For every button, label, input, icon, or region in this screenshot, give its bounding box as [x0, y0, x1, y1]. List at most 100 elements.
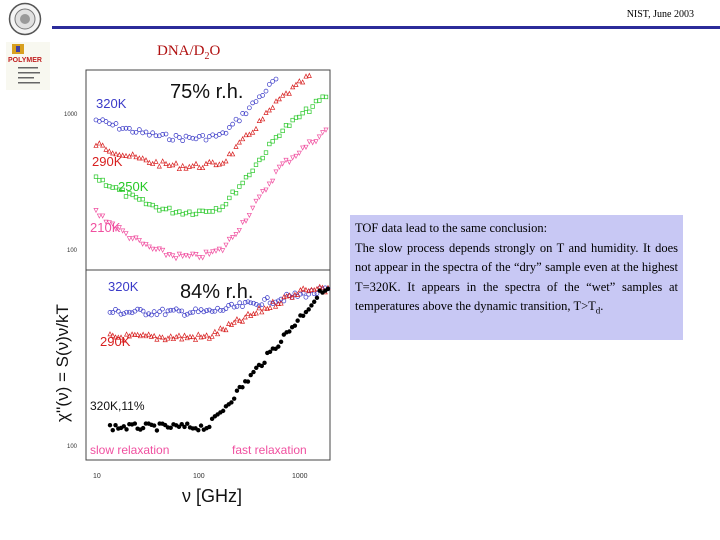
- point-320k-top: [150, 130, 156, 136]
- point-290k-top: [303, 73, 309, 79]
- point-320k-top: [273, 76, 279, 82]
- header-divider: [52, 26, 720, 29]
- point-290k-top: [166, 162, 172, 168]
- point-320k-top: [153, 133, 159, 139]
- point-320k-bottom: [292, 290, 298, 296]
- point-210k-top: [236, 227, 242, 234]
- point-290k-bottom: [242, 314, 248, 320]
- point-250k-top: [263, 150, 269, 155]
- point-290k-top: [236, 139, 242, 145]
- point-290k-top: [293, 81, 299, 87]
- point-250k-top: [310, 104, 315, 109]
- polymer-logo: POLYMER: [6, 42, 50, 90]
- point-250k-top: [187, 209, 192, 214]
- point-290k-top: [230, 151, 236, 157]
- point-250k-top: [210, 209, 215, 214]
- point-290k-bottom: [212, 328, 218, 334]
- point-290k-bottom: [190, 333, 196, 340]
- point-290k-bottom: [129, 331, 135, 337]
- point-290k-bottom: [267, 304, 273, 310]
- point-320k-bottom: [107, 310, 113, 315]
- point-290k-bottom: [157, 333, 163, 340]
- point-290k-top: [260, 116, 266, 122]
- point-290k-bottom: [319, 284, 326, 290]
- point-320k-top: [136, 127, 142, 132]
- point-290k-bottom: [256, 305, 262, 311]
- point-290k-bottom: [292, 291, 298, 297]
- point-320k-bottom: [245, 299, 251, 305]
- point-320k-top: [130, 129, 136, 135]
- point-290k-top: [160, 158, 166, 164]
- point-290k-top: [100, 142, 106, 148]
- point-290k-bottom: [253, 310, 259, 316]
- point-210k-top: [183, 252, 189, 259]
- point-290k-bottom: [148, 333, 154, 339]
- point-320k-11pct: [300, 313, 306, 318]
- point-290k-top: [183, 165, 189, 171]
- point-250k-top: [280, 128, 285, 134]
- conclusion-box: TOF data lead to the same conclusion: Th…: [350, 215, 683, 340]
- point-210k-top: [120, 228, 126, 234]
- point-320k-bottom: [204, 308, 209, 314]
- point-210k-top: [113, 226, 119, 232]
- point-210k-top: [143, 242, 149, 248]
- point-210k-top: [320, 130, 326, 136]
- point-290k-top: [213, 161, 219, 168]
- point-210k-top: [240, 219, 246, 226]
- point-320k-bottom: [168, 307, 174, 313]
- point-290k-top: [163, 160, 169, 166]
- point-290k-bottom: [289, 294, 295, 300]
- point-320k-top: [260, 93, 266, 98]
- point-320k-11pct: [254, 365, 259, 371]
- point-320k-top: [133, 129, 139, 135]
- point-250k-top: [120, 187, 125, 193]
- point-290k-bottom: [176, 332, 182, 338]
- point-290k-top: [276, 96, 282, 102]
- point-320k-top: [113, 121, 119, 126]
- point-320k-11pct: [314, 295, 320, 301]
- point-250k-top: [237, 184, 242, 189]
- sidebar: POLYMER: [0, 0, 52, 92]
- point-320k-top: [103, 119, 109, 124]
- x-axis-label: ν [GHz]: [182, 486, 242, 506]
- point-250k-top: [153, 204, 159, 210]
- point-250k-top: [270, 139, 275, 144]
- conclusion-text: The slow process depends strongly on T a…: [355, 239, 678, 322]
- point-320k-11pct: [248, 372, 253, 378]
- point-290k-bottom: [159, 334, 165, 340]
- point-290k-top: [210, 159, 216, 165]
- point-320k-top: [190, 135, 196, 141]
- point-210k-top: [106, 220, 112, 226]
- point-320k-bottom: [182, 312, 187, 318]
- point-210k-top: [280, 161, 286, 167]
- point-320k-bottom: [248, 300, 254, 306]
- point-290k-bottom: [234, 316, 240, 322]
- point-320k-11pct: [267, 349, 273, 355]
- point-320k-bottom: [121, 311, 127, 317]
- point-210k-top: [246, 212, 252, 219]
- point-250k-top: [287, 123, 292, 128]
- point-210k-top: [230, 234, 236, 241]
- point-320k-bottom: [209, 309, 215, 314]
- point-250k-top: [133, 195, 139, 200]
- point-210k-top: [223, 242, 229, 248]
- point-290k-top: [256, 117, 262, 124]
- label-320k-top: 320K: [96, 96, 127, 111]
- point-210k-top: [256, 194, 262, 200]
- point-290k-bottom: [107, 331, 113, 337]
- point-210k-top: [243, 218, 249, 224]
- point-290k-top: [200, 164, 206, 171]
- point-320k-bottom: [306, 291, 312, 297]
- xtick-10: 10: [93, 473, 101, 480]
- point-320k-11pct: [245, 379, 251, 384]
- point-210k-top: [313, 139, 319, 145]
- point-320k-11pct: [207, 424, 212, 430]
- point-320k-bottom: [118, 311, 124, 317]
- point-320k-11pct: [262, 360, 267, 366]
- point-290k-top: [140, 155, 146, 161]
- point-290k-bottom: [278, 300, 284, 306]
- point-320k-bottom: [256, 303, 262, 309]
- point-320k-top: [236, 118, 242, 124]
- point-320k-11pct: [124, 427, 129, 432]
- point-320k-bottom: [115, 308, 121, 314]
